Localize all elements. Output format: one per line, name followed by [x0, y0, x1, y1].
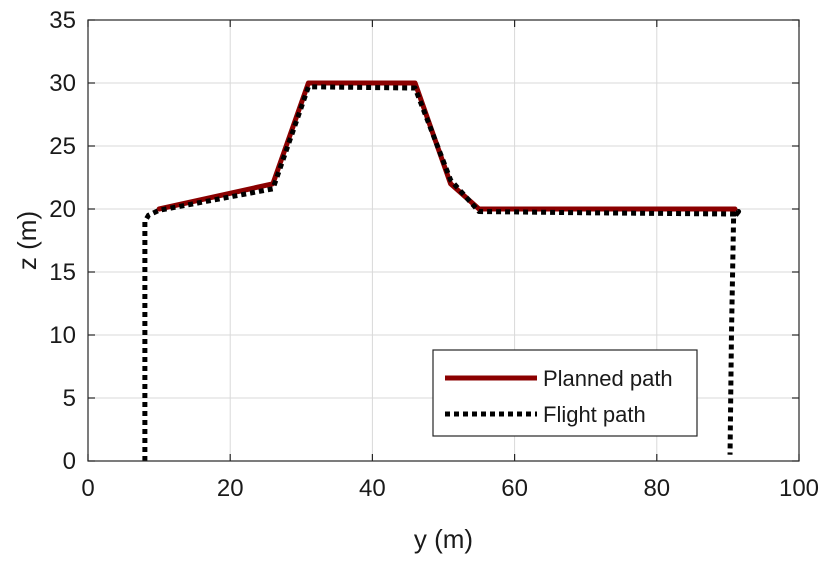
- y-tick-label: 0: [63, 448, 76, 475]
- legend-label: Planned path: [543, 366, 673, 391]
- y-tick-label: 15: [49, 259, 76, 286]
- y-tick-label: 35: [49, 7, 76, 34]
- x-tick-label: 100: [779, 475, 819, 502]
- x-axis-label: y (m): [414, 524, 473, 554]
- x-tick-label: 60: [501, 475, 528, 502]
- legend-label: Flight path: [543, 402, 646, 427]
- x-tick-label: 40: [359, 475, 386, 502]
- y-tick-label: 20: [49, 196, 76, 223]
- y-tick-label: 25: [49, 133, 76, 160]
- y-tick-label: 30: [49, 70, 76, 97]
- x-tick-label: 80: [643, 475, 670, 502]
- y-axis-label: z (m): [12, 211, 42, 270]
- x-tick-label: 0: [81, 475, 94, 502]
- legend: Planned path Flight path: [433, 350, 697, 436]
- x-tick-label: 20: [217, 475, 244, 502]
- y-tick-label: 10: [49, 322, 76, 349]
- y-tick-label: 5: [63, 385, 76, 412]
